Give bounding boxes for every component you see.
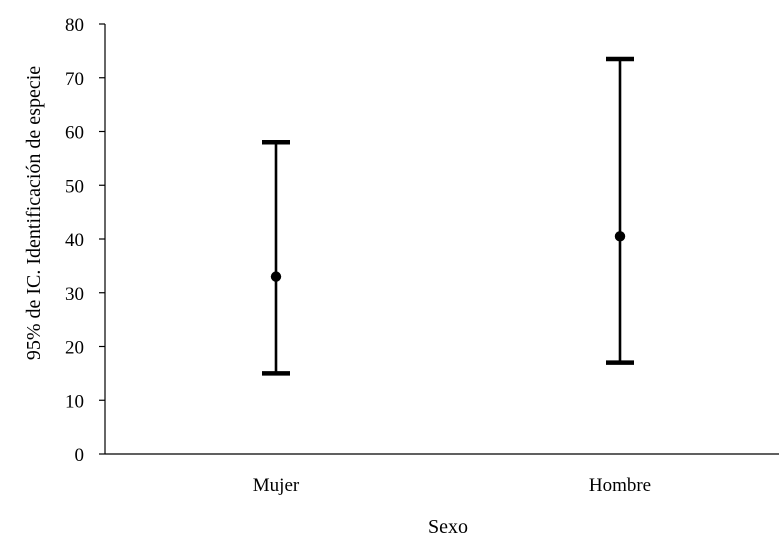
y-tick-label: 60 [65, 123, 84, 144]
error-bar-mujer [262, 140, 290, 376]
error-bars [262, 56, 634, 376]
mean-point [270, 271, 282, 282]
y-tick-label: 50 [65, 176, 84, 197]
x-tick-label: Hombre [589, 475, 651, 496]
y-tick-label: 10 [65, 391, 84, 412]
y-tick-label: 0 [75, 445, 85, 466]
y-tick-label: 30 [65, 284, 84, 305]
x-tick-label: Mujer [253, 475, 300, 496]
x-axis-ticks: Mujer Hombre [253, 475, 651, 496]
y-tick-label: 70 [65, 69, 84, 90]
y-axis-title: 95% de IC. Identificación de especie [23, 66, 45, 360]
y-axis-ticks: 0 10 20 30 40 50 60 70 80 [65, 15, 105, 466]
y-tick-label: 20 [65, 338, 84, 359]
axes [104, 24, 779, 455]
y-tick-label: 80 [65, 15, 84, 36]
x-axis-title: Sexo [428, 516, 468, 538]
error-bar-hombre [606, 56, 634, 365]
mean-point [614, 231, 626, 242]
y-tick-label: 40 [65, 230, 84, 251]
